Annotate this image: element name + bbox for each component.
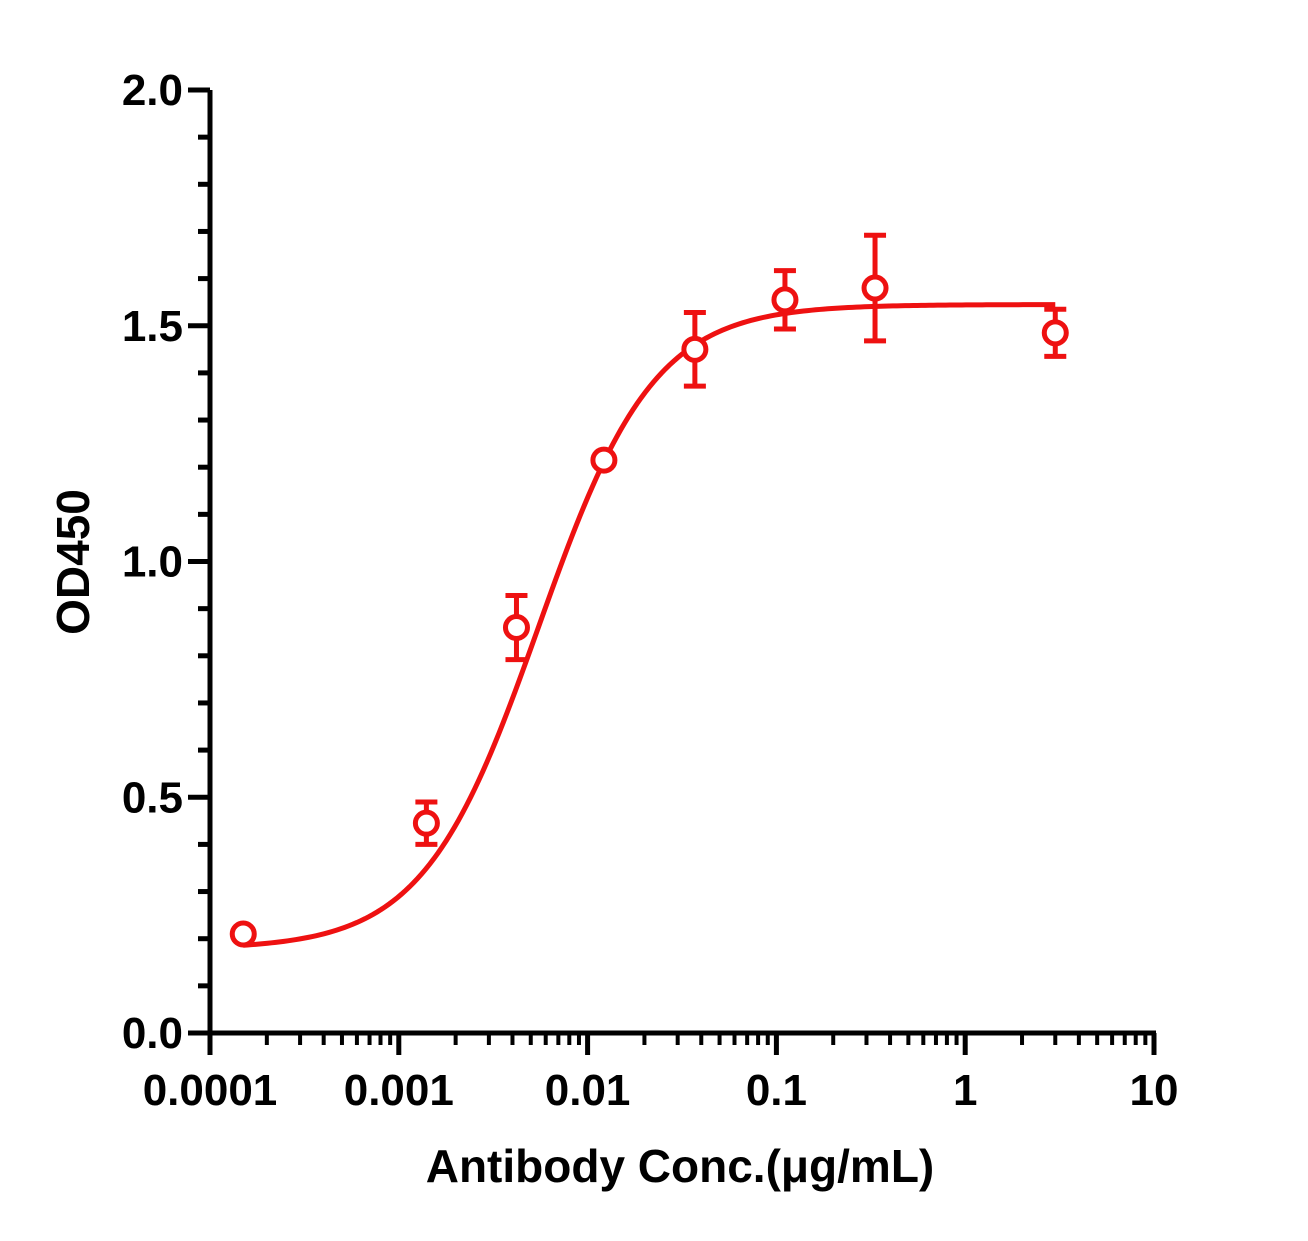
y-tick-label: 2.0 (122, 66, 183, 115)
data-point (229, 920, 257, 948)
data-point (412, 809, 440, 837)
x-tick-label: 0.01 (545, 1066, 631, 1115)
y-tick-label: 1.0 (122, 538, 183, 587)
data-point (1041, 319, 1069, 347)
y-tick-label: 0.0 (122, 1009, 183, 1058)
y-tick-label: 1.5 (122, 302, 183, 351)
data-point (502, 614, 530, 642)
x-tick-label: 0.1 (746, 1066, 807, 1115)
data-point (861, 274, 889, 302)
x-axis-title: Antibody Conc.(μg/mL) (426, 1140, 935, 1192)
fit-curve (243, 302, 1056, 948)
x-tick-label: 0.0001 (143, 1066, 278, 1115)
y-axis-title: OD450 (47, 489, 99, 635)
y-tick-label: 0.5 (122, 773, 183, 822)
x-tick-label: 0.001 (344, 1066, 454, 1115)
data-point (681, 335, 709, 363)
x-tick-label: 1 (953, 1066, 977, 1115)
data-point (590, 446, 618, 474)
data-point (771, 286, 799, 314)
x-tick-label: 10 (1130, 1066, 1179, 1115)
